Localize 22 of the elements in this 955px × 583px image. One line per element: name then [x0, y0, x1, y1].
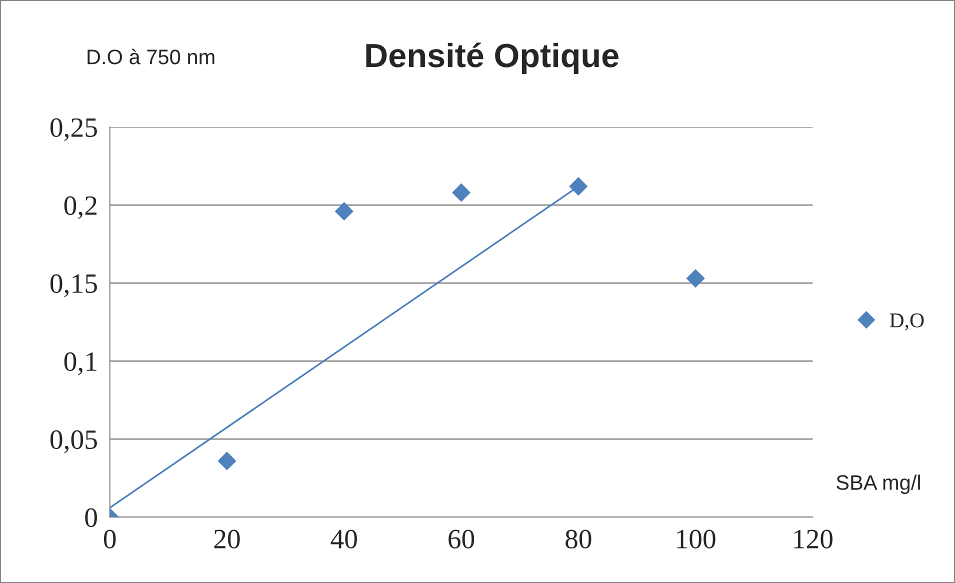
point	[334, 202, 354, 221]
y-tick-label: 0,2	[64, 196, 96, 220]
point	[569, 177, 588, 196]
y-tick-label: 0,15	[50, 274, 97, 298]
x-tick-label: 80	[566, 530, 592, 548]
chart-title: Densité Optique	[366, 42, 618, 74]
x-tick-label: 120	[794, 530, 832, 548]
point	[452, 183, 471, 202]
legend-label: D,O	[890, 313, 924, 330]
x-tick-label: 40	[330, 530, 357, 548]
point	[218, 452, 236, 470]
y-tick-label: 0,05	[50, 430, 97, 454]
y-axis-title: D.O à 750 nm	[88, 48, 214, 64]
x-tick-label: 20	[214, 530, 240, 548]
y-tick-label: 0	[85, 508, 97, 528]
y-tick-label: 0,25	[50, 118, 97, 141]
point	[686, 269, 705, 288]
x-axis-title: SBA mg/l	[836, 474, 920, 494]
y-tick-label: 0,1	[64, 352, 96, 376]
x-tick-label: 0	[104, 530, 116, 548]
x-tick-label: 60	[448, 530, 474, 548]
x-tick-label: 100	[677, 530, 716, 548]
